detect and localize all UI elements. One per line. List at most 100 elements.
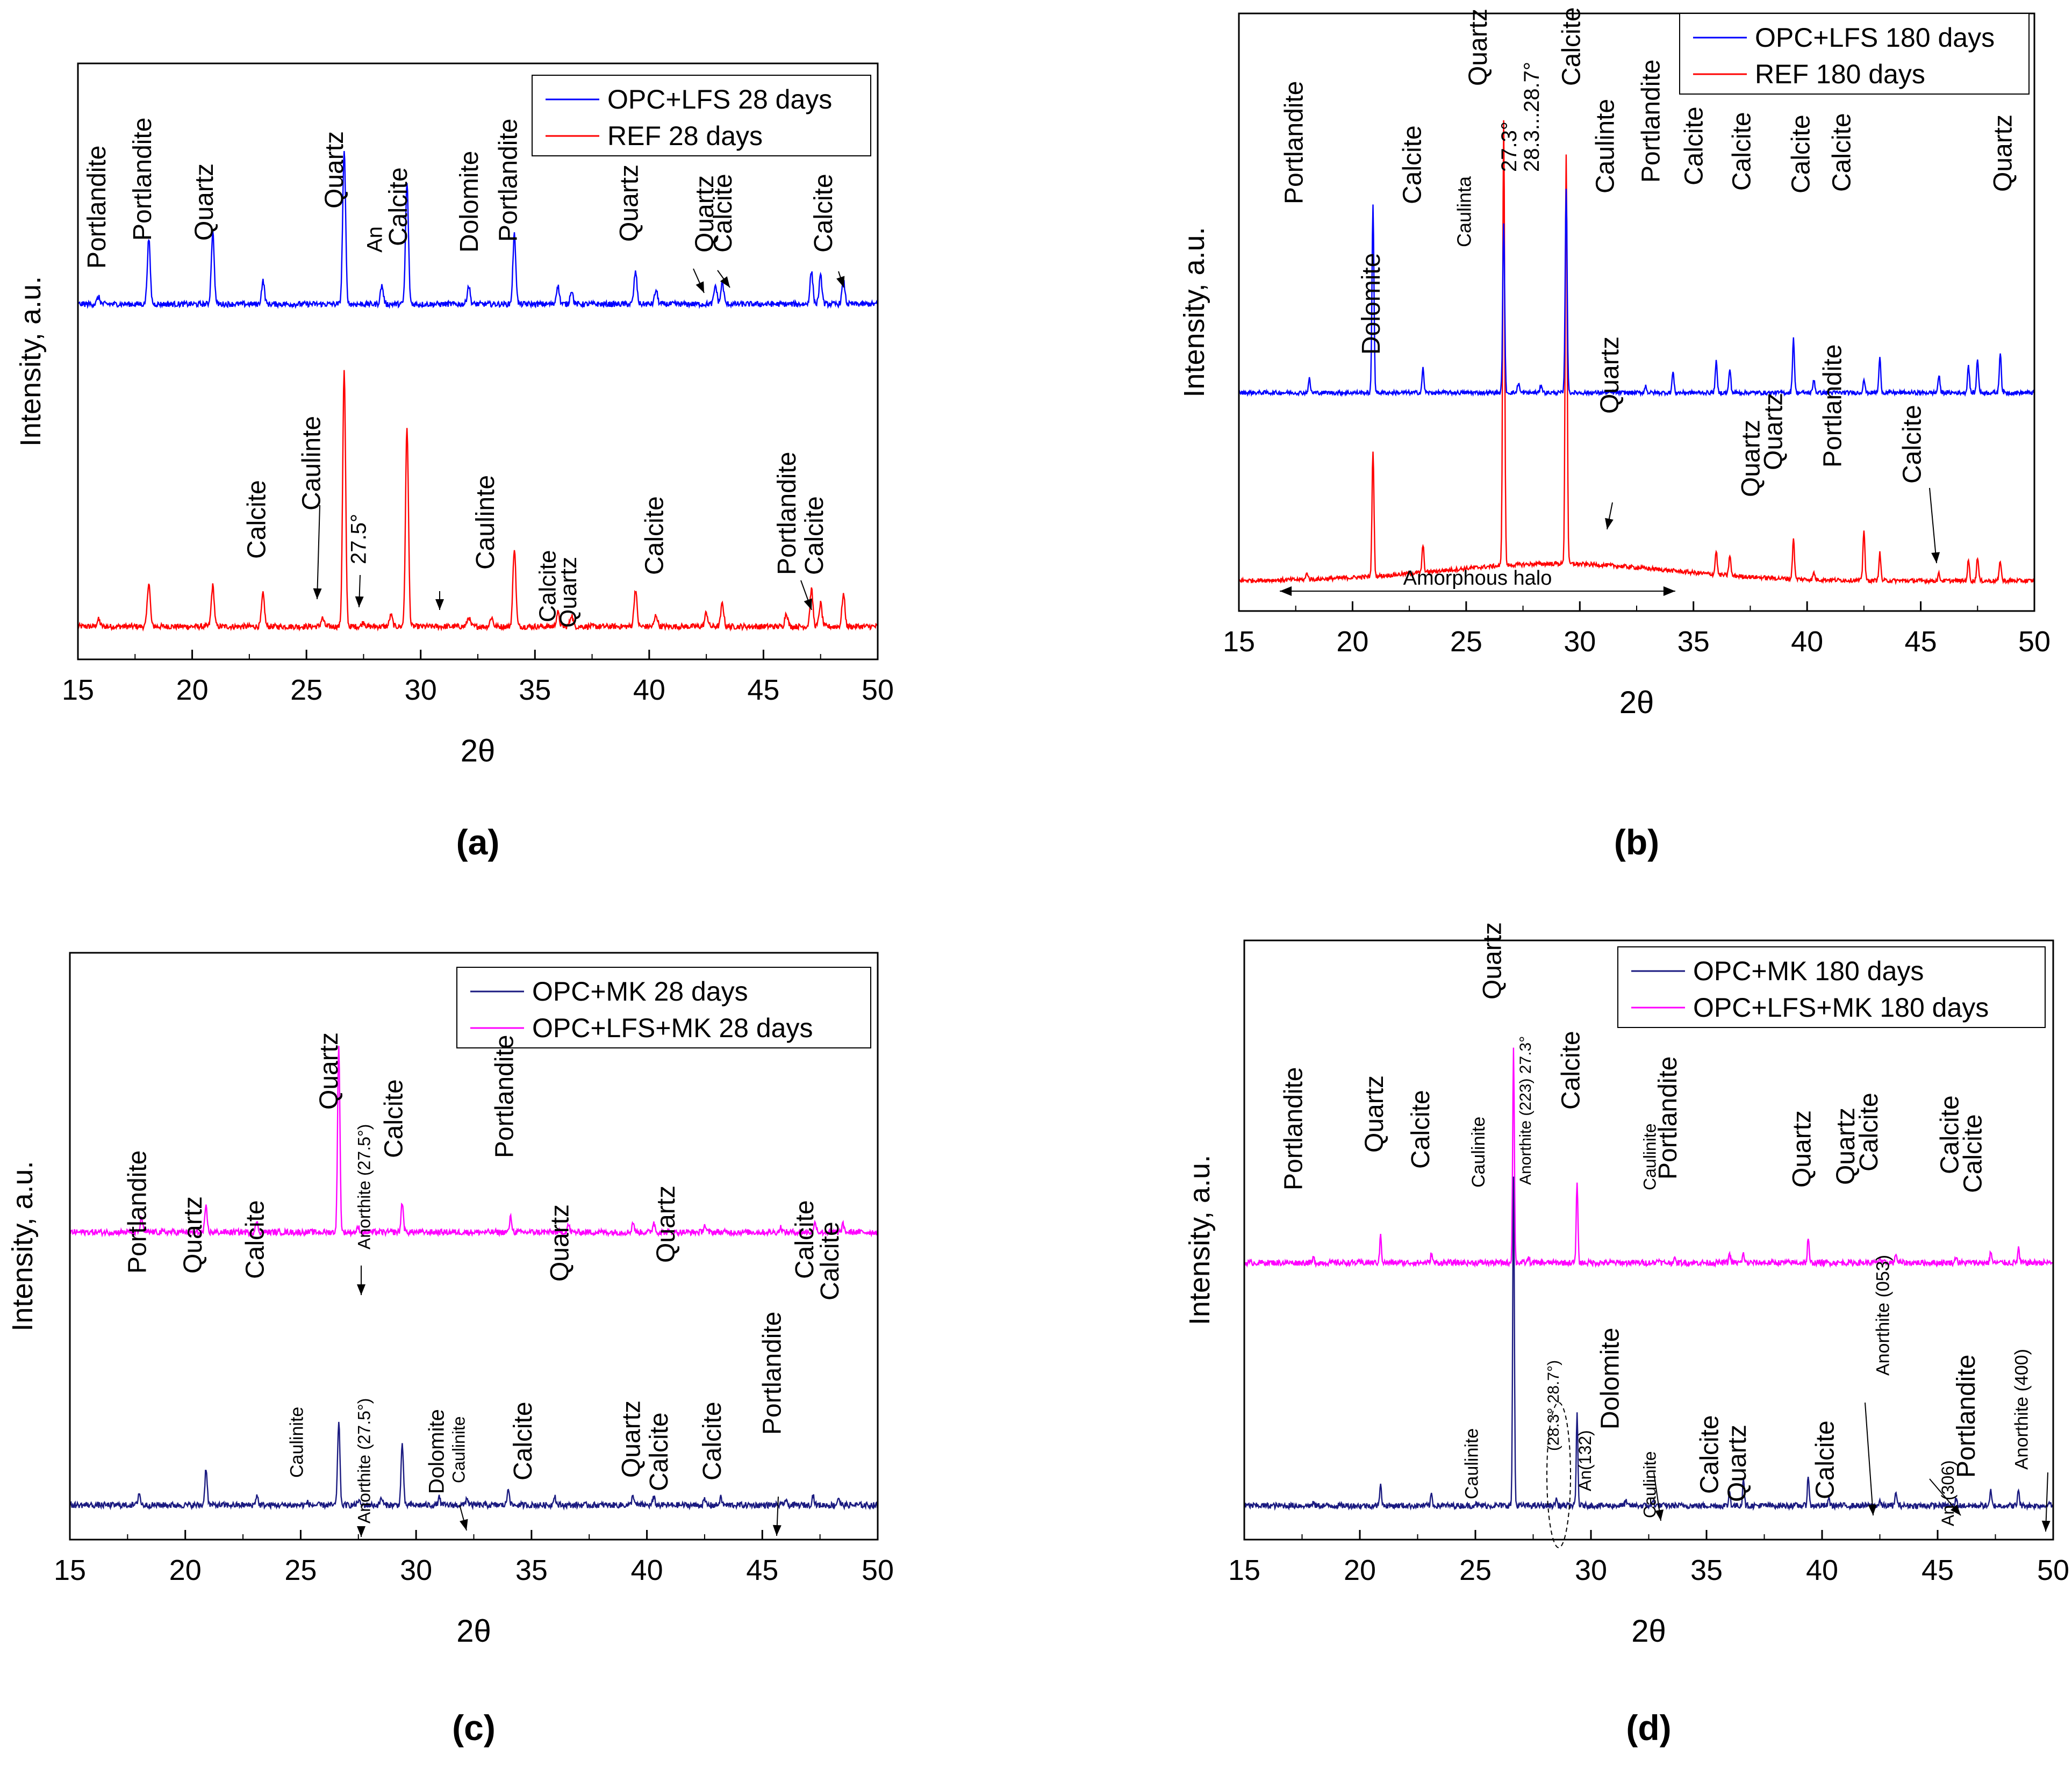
peak-annotation: Calcite xyxy=(800,496,829,575)
peak-annotation: Portlandite xyxy=(1637,60,1665,183)
peak-annotation: Quartz xyxy=(1760,393,1788,470)
x-tick-label: 50 xyxy=(2037,1554,2069,1586)
x-tick-label: 30 xyxy=(1575,1554,1607,1586)
peak-annotation: Quartz xyxy=(652,1185,680,1263)
peak-annotation: Quartz xyxy=(1478,922,1507,1000)
x-tick-label: 25 xyxy=(1459,1554,1492,1586)
x-axis-label: 2θ xyxy=(1619,685,1654,720)
annotation-arrowhead xyxy=(836,276,845,288)
legend-entry: OPC+MK 28 days xyxy=(532,976,748,1007)
peak-annotation: Quartz xyxy=(1989,114,2018,192)
x-tick-label: 45 xyxy=(747,674,779,706)
peak-annotation: Caulinte xyxy=(298,416,326,511)
peak-annotation: Caulinite xyxy=(1461,1428,1482,1499)
peak-annotation: Calcite xyxy=(1727,112,1756,191)
x-tick-label: 15 xyxy=(54,1554,86,1586)
legend: OPC+MK 180 days OPC+LFS+MK 180 days xyxy=(1617,946,2046,1028)
annotation-arrowhead xyxy=(1655,1510,1664,1521)
peak-annotation: Calcite xyxy=(535,550,561,623)
legend-entry: OPC+LFS+MK 28 days xyxy=(532,1013,813,1043)
peak-annotation: Calcite xyxy=(791,1200,819,1279)
peak-annotation: Calcite xyxy=(384,167,413,246)
peak-annotation: Quartz xyxy=(618,1400,646,1478)
x-axis-label: 2θ xyxy=(456,1614,491,1649)
peak-annotation: Portlandite xyxy=(758,1312,787,1435)
peak-annotation: Portlandite xyxy=(1280,81,1308,204)
x-tick-label: 30 xyxy=(405,674,437,706)
peak-annotation: 28.3...28.7° xyxy=(1520,62,1544,172)
peak-annotation: Portlandite xyxy=(1654,1057,1682,1180)
x-tick-label: 35 xyxy=(1690,1554,1723,1586)
peak-annotation: Anorthite (053) xyxy=(1873,1255,1894,1376)
peak-annotation: Quartz xyxy=(179,1196,207,1274)
peak-annotation: Portlandite xyxy=(491,1035,519,1158)
x-tick-label: 20 xyxy=(176,674,209,706)
x-tick-label: 50 xyxy=(862,1554,894,1586)
peak-annotation: (28.3° 28.7°) xyxy=(1545,1360,1562,1451)
x-tick-label: 25 xyxy=(284,1554,317,1586)
peak-annotation: Quartz xyxy=(1360,1075,1389,1153)
chart-panel-d: 15 20 25 30 35 40 45 50 2θ Intensity, a.u. OPC+MK … xyxy=(1184,922,2069,1748)
x-tick-label: 40 xyxy=(1806,1554,1838,1586)
annotation-arrow xyxy=(1865,1402,1874,1516)
peak-annotation: Quartz xyxy=(315,1032,343,1110)
peak-annotation: Calcite xyxy=(241,1200,270,1279)
panel-caption: (c) xyxy=(452,1708,496,1748)
highlight-ellipse xyxy=(1546,1402,1571,1548)
peak-annotation: Quartz xyxy=(1723,1425,1752,1502)
peak-annotation: Calcite xyxy=(243,480,271,559)
peak-annotation: Quartz xyxy=(320,131,349,209)
peak-annotation: Caulinite xyxy=(1640,1123,1659,1190)
x-tick-label: 40 xyxy=(1791,626,1823,658)
peak-annotation: Caulinite xyxy=(287,1407,307,1478)
annotation-arrowhead xyxy=(1950,1504,1961,1515)
x-tick-label: 40 xyxy=(631,1554,663,1586)
annotation-arrowhead xyxy=(355,596,364,607)
peak-annotation: Calcite xyxy=(816,1221,844,1300)
x-tick-label: 15 xyxy=(62,674,94,706)
peak-annotation: Portlandite xyxy=(773,452,801,575)
peak-annotation: Calcite xyxy=(1680,106,1709,185)
panel-caption: (b) xyxy=(1614,822,1659,862)
x-tick-label: 20 xyxy=(169,1554,202,1586)
peak-annotation: Portlandite xyxy=(1819,344,1847,468)
peak-annotation: Calcite xyxy=(509,1402,537,1480)
legend-entry: OPC+LFS 180 days xyxy=(1755,23,1995,53)
annotation-arrowhead xyxy=(804,598,812,610)
x-tick-label: 35 xyxy=(519,674,551,706)
peak-annotation: An xyxy=(363,226,386,253)
plot-frame xyxy=(1243,939,2054,1541)
annotation-arrowhead xyxy=(357,1526,365,1537)
annotation-arrowhead xyxy=(696,281,704,293)
halo-arrowhead-left xyxy=(1280,586,1292,596)
peak-annotation: Anorthite (400) xyxy=(2012,1349,2032,1470)
peak-annotation: Dolomite xyxy=(425,1409,449,1494)
chart-panel-a: 15 20 25 30 35 40 45 50 2θ Intensity, a.u. OPC+LFS… xyxy=(15,62,894,862)
x-tick-label: 40 xyxy=(633,674,665,706)
peak-annotation: Calcite xyxy=(809,174,838,253)
x-tick-label: 35 xyxy=(1677,626,1710,658)
annotation-arrow xyxy=(1929,487,1937,564)
series-line-0 xyxy=(1239,120,2034,585)
annotation-arrowhead xyxy=(1605,518,1614,529)
annotation-arrow xyxy=(317,505,320,600)
peak-annotation: Quartz xyxy=(1737,420,1765,497)
legend-entry: REF 180 days xyxy=(1755,59,1925,89)
peak-annotation: Quartz xyxy=(1788,1110,1817,1188)
peak-annotation: Calcite xyxy=(1898,405,1927,484)
halo-label: Amorphous halo xyxy=(1403,567,1552,590)
peak-annotation: 27.5° xyxy=(347,514,371,564)
peak-annotation: Anorthite (27.5°) xyxy=(354,1124,374,1249)
peak-annotation: Quartz xyxy=(691,175,719,253)
legend-entry: OPC+MK 180 days xyxy=(1693,956,1924,986)
peak-annotation: Portlandite xyxy=(128,118,157,241)
chart-panel-c: 15 20 25 30 35 40 45 50 2θ Intensity, a.u. OPC+MK … xyxy=(6,952,894,1748)
annotation-arrowhead xyxy=(1868,1504,1877,1515)
peak-annotation: Portlandite xyxy=(494,119,522,242)
peak-annotation: Caulinta xyxy=(1453,176,1475,247)
peak-annotation: Quartz xyxy=(1832,1108,1860,1185)
annotation-arrowhead xyxy=(772,1525,782,1536)
series-line-1 xyxy=(1244,1176,2053,1511)
peak-annotation: Caulinite xyxy=(1468,1117,1489,1188)
panel-caption: (a) xyxy=(456,822,500,862)
